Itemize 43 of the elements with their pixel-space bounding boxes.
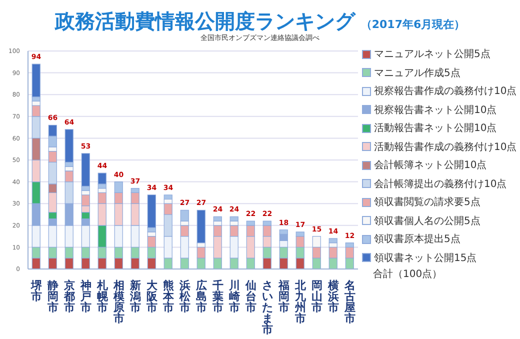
x-tick-label: 堺市 [30, 279, 43, 303]
legend-label: 会計帳簿提出の義務付け10点 [374, 178, 507, 191]
legend-label: 領収書個人名の公開5点 [374, 214, 480, 228]
x-tick-label: 熊本市 [162, 279, 175, 314]
legend-label: 視察報告書作成の義務付け10点 [374, 84, 517, 98]
x-tick-label: さいたま市 [260, 279, 273, 336]
x-tick-label: 川崎市 [228, 279, 240, 314]
x-tick-label: 札幌市 [96, 279, 109, 314]
x-tick-label: 仙台市 [244, 279, 256, 314]
bar [196, 210, 206, 244]
legend-label: 領収書原本提出5点 [374, 232, 460, 246]
legend-label: 領収書閲覧の請求要5点 [374, 196, 480, 210]
x-tick-label: 千葉市 [211, 279, 224, 314]
bar [164, 194, 172, 200]
legend-label: 活動報告書ネット公開10点 [374, 122, 497, 136]
x-tick-label: 名古屋市 [343, 279, 356, 325]
x-tick-label: 広島市 [194, 279, 207, 314]
legend-label: 活動報告書作成の義務付け10点 [374, 140, 517, 154]
text: （2017年6月現在） [360, 18, 466, 31]
chart-title: 政務活動費情報公開度ランキング [54, 9, 355, 33]
legend-label: 領収書ネット公開15点 [374, 252, 477, 265]
bar [213, 216, 222, 222]
legend-label: 会計帳簿ネット公開10点 [374, 158, 487, 172]
legend-label: マニュアル作成5点 [374, 66, 460, 80]
bar [180, 210, 189, 222]
x-tick-label: 横浜市 [326, 279, 339, 314]
legend-label: 視察報告書ネット公開10点 [374, 104, 497, 117]
x-tick-label: 新潟市 [128, 279, 141, 314]
x-tick-label: 浜松市 [178, 279, 192, 314]
x-tick-label: 京都市 [62, 279, 75, 314]
bar [32, 64, 40, 98]
bar [98, 172, 106, 184]
bar [328, 238, 338, 244]
x-tick-label: 静岡市 [46, 279, 58, 314]
x-tick-label: 神戸市 [79, 279, 92, 314]
x-tick-label: 福岡市 [277, 279, 290, 314]
x-tick-label: 大阪市 [145, 279, 158, 314]
text: 合計（100点） [372, 268, 444, 282]
bar [230, 216, 238, 222]
x-tick-label: 岡山市 [310, 279, 322, 314]
legend-label: マニュアルネット公開5点 [374, 48, 490, 62]
x-tick-label: 北九州市 [294, 279, 307, 325]
x-tick-label: 相模原市 [112, 279, 126, 325]
